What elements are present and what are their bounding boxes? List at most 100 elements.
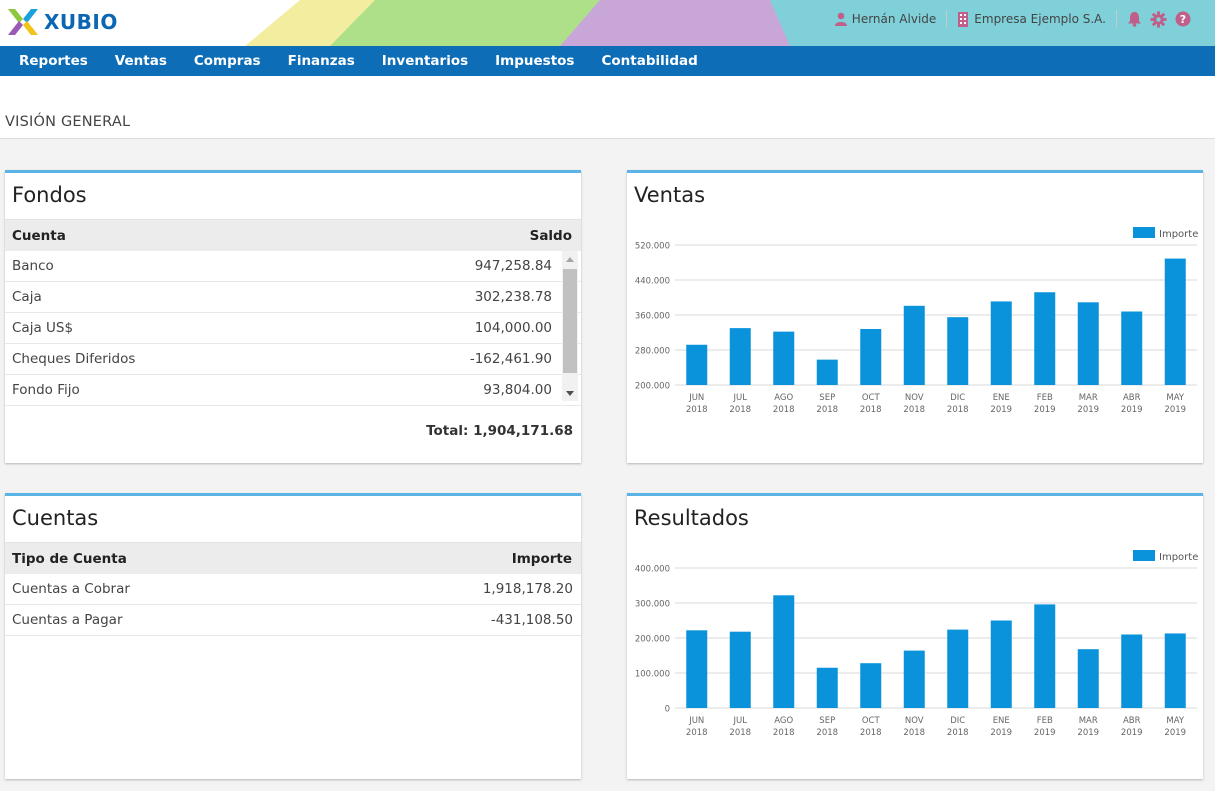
nav-ventas[interactable]: Ventas [114,53,167,69]
row-account: Caja US$ [12,320,74,336]
nav-compras[interactable]: Compras [193,53,261,69]
table-row[interactable]: Cheques Diferidos -162,461.90 [5,344,581,375]
table-header: Tipo de Cuenta Importe [5,542,581,574]
chart-bar [1034,292,1056,385]
row-value: 302,238.78 [474,289,552,305]
x-tick-label: 2018 [860,405,882,415]
fondos-scrollbar[interactable] [562,251,578,401]
x-tick-label: JUN [688,716,704,726]
row-value: 1,918,178.20 [482,581,573,597]
chart-bar [1121,634,1143,708]
x-tick-label: MAY [1166,716,1184,726]
x-tick-label: 2018 [686,405,708,415]
table-row[interactable]: Fondo Fijo 93,804.00 [5,375,581,406]
scroll-up-arrow-icon[interactable] [562,251,578,267]
company-name-link[interactable]: Empresa Ejemplo S.A. [974,12,1106,26]
help-icon[interactable]: ? [1175,11,1191,27]
fondos-total: Total: 1,904,171.68 [426,423,573,439]
gear-icon[interactable] [1150,10,1167,28]
nav-impuestos[interactable]: Impuestos [495,53,575,69]
x-tick-label: 2019 [1164,405,1186,415]
x-tick-label: JUL [733,716,748,726]
column-header-saldo[interactable]: Saldo [529,227,572,244]
column-header-tipo[interactable]: Tipo de Cuenta [12,550,127,567]
cuentas-table: Tipo de Cuenta Importe Cuentas a Cobrar … [5,542,581,636]
chart-bar [773,331,795,385]
row-account: Cheques Diferidos [12,351,136,367]
chart-bar [860,329,882,385]
building-icon [957,11,969,27]
panel-title: Resultados [634,506,749,530]
x-tick-label: NOV [905,393,924,403]
row-account: Cuentas a Pagar [12,612,123,628]
x-tick-label: 2019 [1077,728,1099,738]
row-account: Cuentas a Cobrar [12,581,130,597]
ventas-chart: Importe 200.000 280.000 360.000 440.000 520.0… [635,227,1198,415]
user-icon [834,12,848,26]
table-row[interactable]: Banco 947,258.84 [5,251,581,282]
row-value: 104,000.00 [474,320,552,336]
user-name-link[interactable]: Hernán Alvide [851,12,937,26]
y-tick-label: 400.000 [635,565,670,575]
x-tick-label: 2018 [729,728,751,738]
y-tick-label: 280.000 [635,347,670,357]
x-tick-label: 2018 [816,405,838,415]
x-tick-label: 2019 [990,728,1012,738]
chart-bar [729,631,751,708]
cuentas-panel: Cuentas Tipo de Cuenta Importe Cuentas a… [5,493,581,779]
top-header: XUBIO Hernán Alvide Empresa Ejemplo S.A.… [0,0,1215,46]
brand-name: XUBIO [44,10,118,34]
chart-bar [860,663,882,708]
x-tick-label: 2018 [773,728,795,738]
fondos-table: Cuenta Saldo Banco 947,258.84 Caja 302,2… [5,219,581,406]
x-tick-label: 2018 [686,728,708,738]
legend-swatch [1133,227,1155,238]
chart-bar [816,359,838,385]
nav-reportes[interactable]: Reportes [19,53,88,69]
row-value: -162,461.90 [469,351,552,367]
x-tick-label: AGO [774,393,793,403]
y-tick-label: 520.000 [635,242,670,252]
x-tick-label: MAR [1079,716,1098,726]
chart-bar [729,328,751,385]
x-tick-label: 2018 [860,728,882,738]
scroll-thumb[interactable] [563,269,577,373]
row-value: 93,804.00 [483,382,552,398]
x-tick-label: FEB [1037,393,1053,403]
x-tick-label: 2019 [1077,405,1099,415]
column-header-cuenta[interactable]: Cuenta [12,227,66,244]
table-row[interactable]: Cuentas a Cobrar 1,918,178.20 [5,574,581,605]
legend-label: Importe [1159,552,1198,563]
nav-inventarios[interactable]: Inventarios [381,53,469,69]
x-tick-label: 2018 [903,728,925,738]
panel-title: Cuentas [12,506,99,530]
chart-bar [1077,649,1099,708]
x-tick-label: FEB [1037,716,1053,726]
user-bar: Hernán Alvide Empresa Ejemplo S.A. ? [834,0,1191,38]
nav-contabilidad[interactable]: Contabilidad [601,53,698,69]
panel-title: Ventas [634,183,706,207]
scroll-down-arrow-icon[interactable] [562,385,578,401]
main-nav: Reportes Ventas Compras Finanzas Inventa… [0,46,1215,76]
nav-finanzas[interactable]: Finanzas [287,53,355,69]
table-row[interactable]: Caja 302,238.78 [5,282,581,313]
x-tick-label: 2019 [1121,405,1143,415]
x-tick-label: JUL [733,393,748,403]
bell-icon[interactable] [1127,11,1142,27]
page-title: VISIÓN GENERAL [5,114,131,130]
column-header-importe[interactable]: Importe [511,550,572,567]
table-row[interactable]: Caja US$ 104,000.00 [5,313,581,344]
legend-label: Importe [1159,229,1198,240]
table-row[interactable]: Cuentas a Pagar -431,108.50 [5,605,581,636]
legend-swatch [1133,550,1155,561]
x-tick-label: AGO [774,716,793,726]
x-tick-label: 2018 [903,405,925,415]
x-tick-label: ABR [1123,393,1141,403]
chart-bar [990,620,1012,708]
chart-bar [1034,604,1056,708]
y-tick-label: 200.000 [635,382,670,392]
logo[interactable]: XUBIO [6,5,118,39]
row-account: Fondo Fijo [12,382,80,398]
x-tick-label: 2018 [947,405,969,415]
x-tick-label: 2018 [729,405,751,415]
